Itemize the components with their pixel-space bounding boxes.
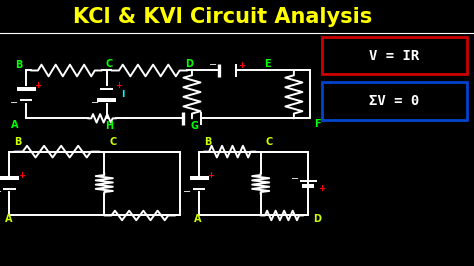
Text: H: H bbox=[105, 121, 113, 131]
Text: D: D bbox=[313, 214, 321, 224]
Text: B: B bbox=[14, 137, 22, 147]
Text: −: − bbox=[209, 60, 218, 70]
Text: +: + bbox=[115, 81, 122, 90]
Text: V = IR: V = IR bbox=[369, 49, 420, 63]
Text: B: B bbox=[15, 60, 23, 70]
Text: +: + bbox=[18, 171, 25, 180]
Text: +: + bbox=[318, 184, 325, 193]
Text: KCl & KVl Circuit Analysis: KCl & KVl Circuit Analysis bbox=[73, 7, 373, 27]
Text: A: A bbox=[194, 214, 202, 224]
Text: +: + bbox=[35, 81, 41, 90]
Text: −: − bbox=[10, 98, 18, 109]
FancyBboxPatch shape bbox=[322, 37, 467, 74]
Text: C: C bbox=[109, 137, 116, 147]
Text: −: − bbox=[91, 98, 99, 109]
Text: F: F bbox=[314, 119, 321, 129]
Text: −: − bbox=[0, 187, 2, 197]
FancyBboxPatch shape bbox=[322, 82, 467, 120]
Text: −: − bbox=[291, 174, 299, 184]
Text: C: C bbox=[265, 137, 273, 147]
Text: +: + bbox=[208, 171, 214, 180]
Text: C: C bbox=[105, 59, 113, 69]
Text: +: + bbox=[238, 61, 245, 70]
Text: ΣV = 0: ΣV = 0 bbox=[369, 94, 420, 108]
Text: I: I bbox=[121, 90, 125, 99]
Text: B: B bbox=[204, 137, 211, 147]
Text: G: G bbox=[191, 121, 198, 131]
Text: −: − bbox=[183, 187, 191, 197]
Text: D: D bbox=[186, 59, 193, 69]
Text: A: A bbox=[10, 120, 18, 130]
Text: E: E bbox=[264, 59, 271, 69]
Text: A: A bbox=[5, 214, 12, 224]
